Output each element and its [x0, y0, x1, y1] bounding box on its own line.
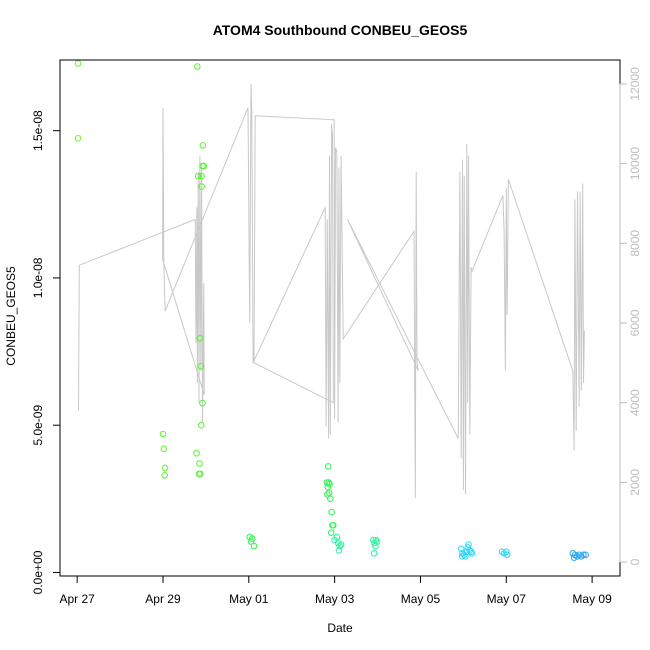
data-point	[333, 533, 341, 541]
y-tick-label: 5.0e-09	[31, 405, 45, 446]
y2-tick-label: 2000	[628, 469, 642, 496]
data-point	[194, 172, 202, 180]
y-axis-right: 0 2000 4000 6000 8000 10000 12000	[619, 67, 642, 565]
data-point	[458, 553, 466, 560]
data-point	[465, 541, 472, 548]
y-axis-label: CONBEU_GEOS5	[4, 266, 18, 366]
data-point	[570, 554, 578, 562]
data-point	[328, 508, 335, 516]
data-point	[74, 135, 82, 142]
data-point	[198, 183, 205, 190]
data-point	[372, 542, 379, 550]
data-point	[373, 538, 381, 545]
data-point	[335, 547, 343, 554]
data-point	[324, 491, 331, 498]
data-point	[324, 463, 332, 470]
data-point	[197, 470, 204, 478]
x-tick-label: May 05	[401, 592, 441, 606]
data-point	[161, 464, 169, 472]
data-point	[198, 172, 205, 180]
data-point	[327, 529, 335, 537]
y-tick-label: 1.0e-08	[31, 257, 45, 298]
x-tick-label: May 07	[487, 592, 527, 606]
data-point	[370, 550, 378, 557]
data-point	[199, 142, 207, 149]
points-layer	[74, 60, 590, 562]
x-tick-label: May 01	[229, 592, 269, 606]
data-point	[325, 479, 332, 486]
x-axis: Apr 27 Apr 29 May 01 May 03 May 05 May 07 May …	[59, 575, 612, 606]
y2-tick-label: 6000	[628, 309, 642, 336]
y-tick-label: 0.0e+00	[31, 550, 45, 594]
data-point	[74, 60, 82, 67]
data-point	[197, 363, 205, 370]
data-point	[200, 162, 208, 170]
data-point	[468, 550, 476, 557]
data-point	[370, 536, 377, 544]
data-point	[329, 522, 336, 529]
data-point	[250, 542, 258, 550]
data-point	[467, 548, 475, 556]
data-point	[580, 551, 587, 559]
data-point	[462, 553, 469, 560]
data-point	[248, 535, 256, 542]
y-axis-left: 0.0e+00 5.0e-09 1.0e-08 1.5e-08	[31, 110, 61, 594]
x-tick-label: Apr 29	[145, 592, 181, 606]
y-tick-label: 1.5e-08	[31, 110, 45, 151]
data-point	[193, 449, 200, 457]
secondary-series-layer	[78, 83, 585, 499]
data-point	[503, 551, 511, 559]
data-point	[325, 489, 333, 497]
y2-tick-label: 8000	[628, 230, 642, 257]
y2-tick-label: 12000	[628, 67, 642, 101]
y2-tick-label: 10000	[628, 147, 642, 181]
data-point	[582, 551, 590, 559]
y2-tick-label: 0	[628, 558, 642, 565]
data-point	[457, 545, 465, 553]
secondary-series-line	[78, 83, 585, 499]
chart-title: ATOM4 Southbound CONBEU_GEOS5	[213, 22, 468, 38]
data-point	[327, 495, 334, 503]
data-point	[196, 335, 204, 342]
data-point	[197, 421, 205, 429]
data-point	[159, 430, 167, 438]
data-point	[161, 472, 168, 479]
data-point	[337, 541, 345, 548]
data-point	[194, 63, 201, 70]
x-tick-label: May 09	[572, 592, 612, 606]
data-point	[199, 399, 206, 407]
data-point	[196, 460, 203, 467]
data-point	[160, 445, 168, 453]
y2-tick-label: 4000	[628, 389, 642, 416]
data-point	[247, 538, 255, 545]
data-point	[503, 548, 510, 556]
x-axis-label: Date	[327, 621, 353, 635]
x-tick-label: Apr 27	[59, 592, 95, 606]
data-point	[336, 542, 344, 550]
x-tick-label: May 03	[315, 592, 355, 606]
